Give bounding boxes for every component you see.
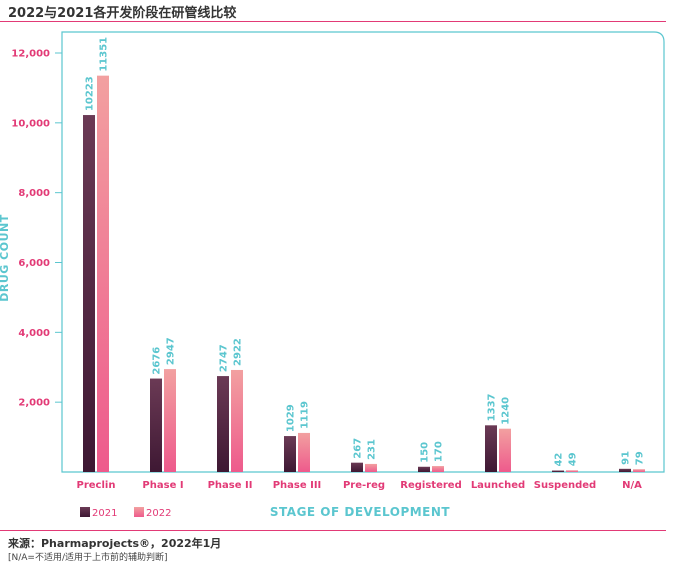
top-divider	[0, 21, 666, 22]
data-label: 79	[635, 451, 646, 465]
legend-swatch-2021	[80, 507, 90, 517]
data-label: 1240	[501, 397, 512, 425]
bar-2021-registered	[418, 466, 430, 472]
x-tick-label: N/A	[622, 480, 642, 491]
data-label: 91	[621, 451, 632, 465]
bar-chart: DRUG COUNT STAGE OF DEVELOPMENT 2,000 4,0…	[0, 31, 665, 519]
x-tick-label: Phase I	[142, 480, 183, 491]
data-label: 1029	[286, 404, 297, 432]
x-tick-label: Phase III	[273, 480, 322, 491]
bar-2021-n-a	[619, 468, 631, 472]
x-tick-label: Launched	[471, 480, 525, 491]
bar-2021-phase-iii	[284, 436, 296, 472]
page-title: 2022与2021各开发阶段在研管线比较	[8, 6, 237, 21]
x-tick-label: Phase II	[208, 480, 253, 491]
plot-frame	[61, 31, 665, 473]
legend-label: 2022	[146, 508, 171, 519]
bar-2021-launched	[485, 425, 497, 472]
bar-2021-pre-reg	[351, 462, 363, 472]
source-note: 来源：Pharmaprojects®，2022年1月	[8, 537, 222, 550]
data-label: 2922	[233, 338, 244, 366]
data-label: 42	[554, 453, 565, 467]
x-tick-label: Pre-reg	[343, 480, 385, 491]
x-axis-ticks: Preclin Phase I Phase II Phase III Pre-reg Re…	[77, 480, 643, 491]
y-tick-label: 4,000	[18, 328, 50, 339]
x-tick-label: Registered	[400, 480, 461, 491]
bar-2021-phase-i	[150, 378, 162, 472]
footnote: [N/A=不适用/适用于上市前的辅助判断]	[8, 553, 168, 563]
data-label: 2676	[152, 347, 163, 375]
bar-2022-registered	[432, 466, 444, 472]
data-label: 170	[434, 441, 445, 462]
bar-2022-pre-reg	[365, 463, 377, 472]
data-label: 2747	[219, 344, 230, 372]
bar-2022-launched	[499, 428, 511, 472]
x-tick-label: Suspended	[534, 480, 596, 491]
y-axis-title: DRUG COUNT	[0, 214, 11, 301]
x-axis-title: STAGE OF DEVELOPMENT	[270, 505, 451, 519]
bar-2022-n-a	[633, 469, 645, 472]
data-label: 267	[353, 438, 364, 459]
data-label: 11351	[99, 37, 110, 72]
data-label: 10223	[85, 76, 96, 111]
y-tick-label: 6,000	[18, 258, 50, 269]
data-label: 1119	[300, 401, 311, 429]
legend-label: 2021	[92, 508, 117, 519]
bar-2022-phase-iii	[298, 432, 310, 472]
bar-2022-suspended	[566, 470, 578, 472]
x-tick-label: Preclin	[77, 480, 116, 491]
bottom-divider	[0, 530, 666, 531]
y-tick-label: 12,000	[11, 49, 50, 60]
data-label: 2947	[166, 337, 177, 365]
bar-2021-preclin	[83, 115, 95, 473]
legend-swatch-2022	[134, 507, 144, 517]
y-tick-label: 2,000	[18, 398, 50, 409]
y-axis-ticks: 2,000 4,000 6,000 8,000 10,000 12,000	[11, 49, 62, 409]
y-tick-label: 8,000	[18, 188, 50, 199]
bar-2022-phase-ii	[231, 369, 243, 472]
data-label: 1337	[487, 393, 498, 421]
data-label: 150	[420, 442, 431, 463]
data-label: 231	[367, 439, 378, 460]
bar-2022-preclin	[97, 75, 109, 472]
bar-2021-phase-ii	[217, 376, 229, 472]
legend: 2021 2022	[80, 507, 171, 519]
bar-2022-phase-i	[164, 369, 176, 472]
data-label: 49	[568, 452, 579, 466]
y-tick-label: 10,000	[11, 118, 50, 129]
bar-2021-suspended	[552, 470, 564, 472]
